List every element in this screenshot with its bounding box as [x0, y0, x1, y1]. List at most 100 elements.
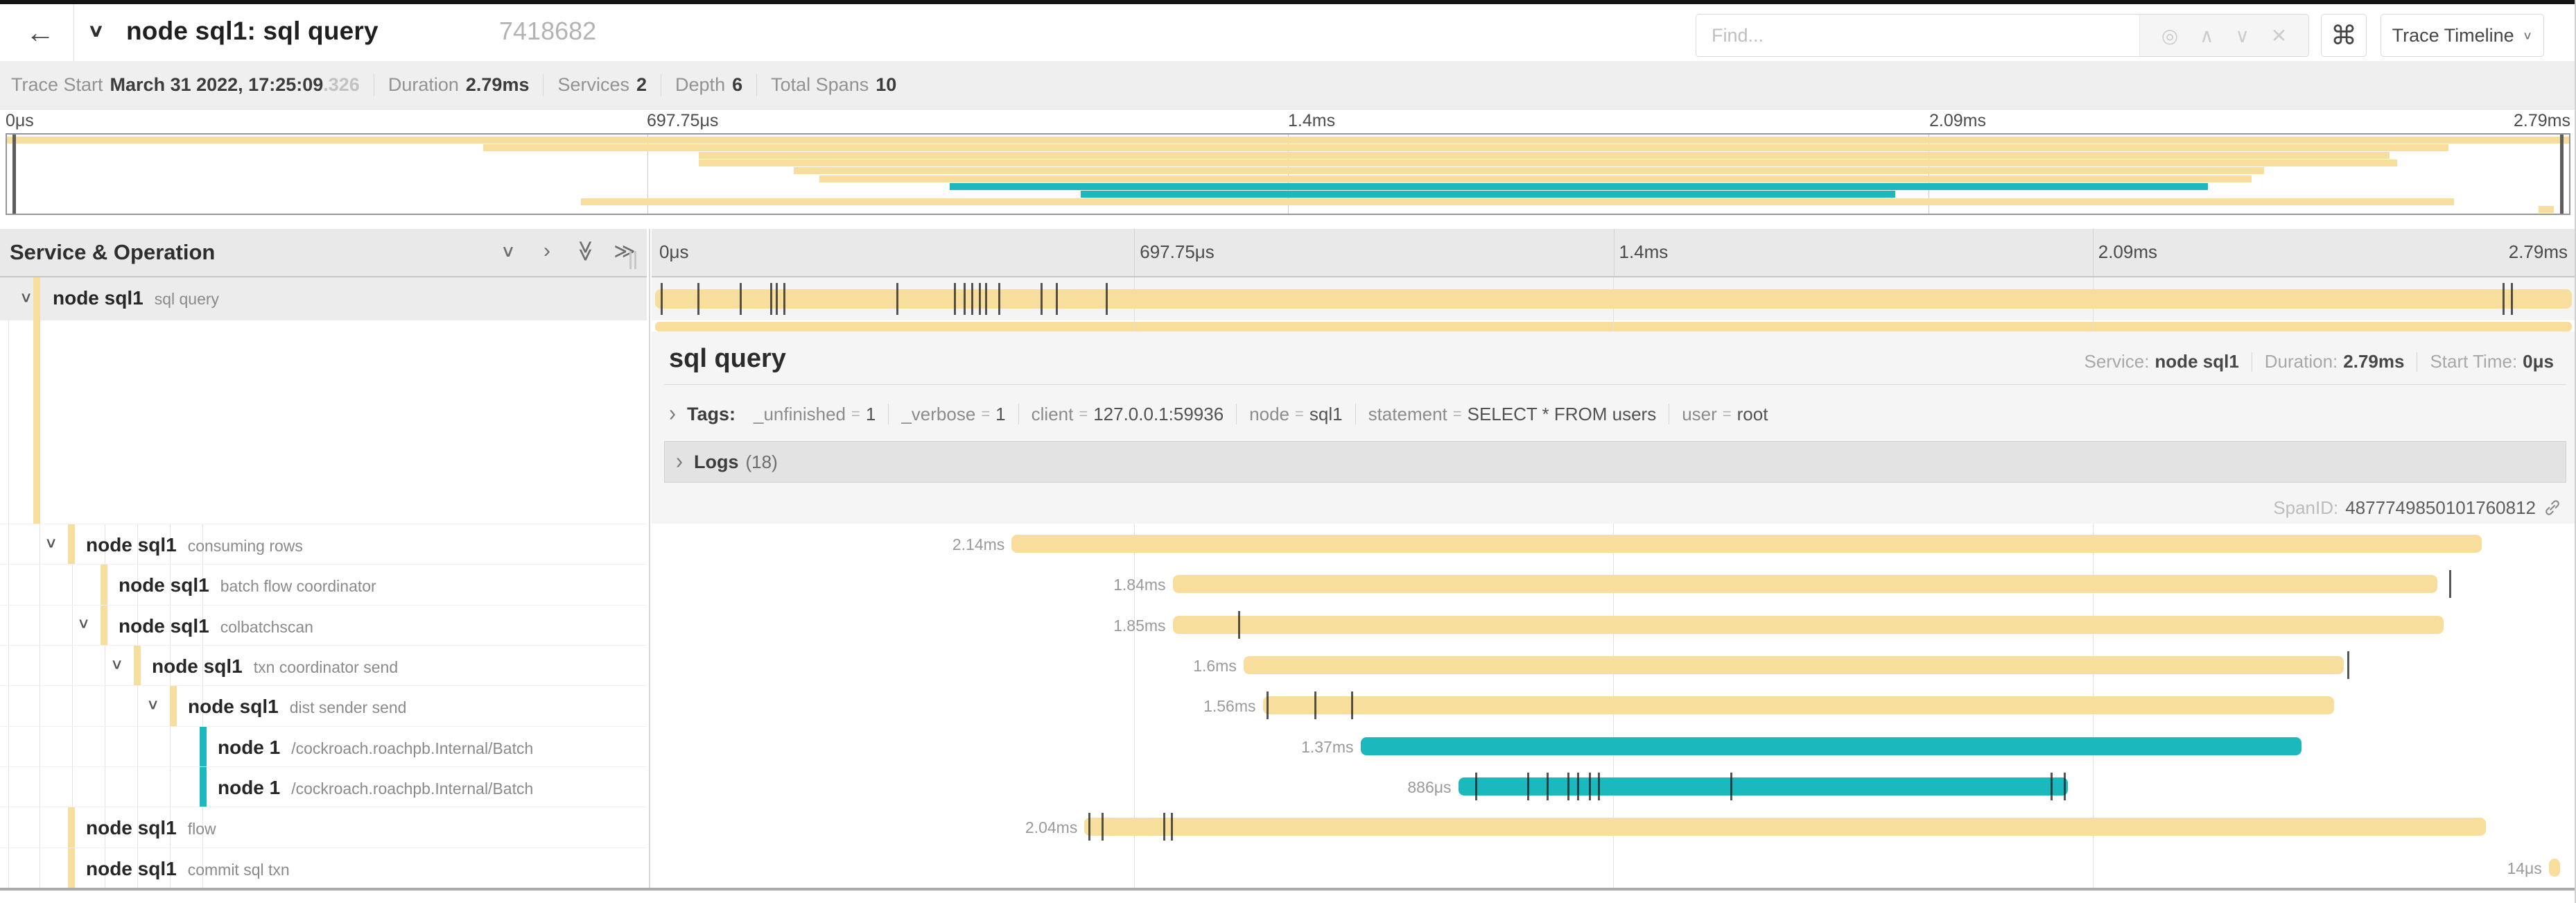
timeline-tick-0: 0μs: [659, 241, 689, 262]
panel-divider[interactable]: [649, 229, 650, 888]
span-bar-rows: 2.14ms 1.84ms 1.85ms 1.6ms 1.56ms 1.37ms 886μs…: [652, 524, 2575, 888]
tag-equals: =: [1079, 405, 1088, 422]
tags-row[interactable]: › Tags: _unfinished = 1 _verbose = 1 client = 12…: [669, 395, 1780, 433]
tree-row[interactable]: node sql1 batch flow coordinator: [0, 564, 647, 605]
total-spans-value: 10: [876, 74, 897, 95]
span-color-accent: [170, 686, 177, 726]
logs-row[interactable]: › Logs (18): [664, 441, 2566, 483]
tree-controls: ∨ › ≫ ≫: [496, 236, 636, 266]
span-row-track: 2.14ms: [655, 524, 2572, 564]
collapse-one-icon[interactable]: ∨: [501, 241, 516, 261]
chevron-down-icon[interactable]: ∨: [110, 655, 124, 672]
span-bar[interactable]: [655, 289, 2572, 309]
span-row[interactable]: 2.14ms: [652, 524, 2575, 564]
chevron-down-icon[interactable]: ∨: [77, 614, 91, 632]
trace-start-fraction: .326: [323, 74, 360, 95]
span-event-tick: [697, 283, 699, 315]
chevron-down-icon[interactable]: ∨: [19, 289, 33, 306]
span-row[interactable]: 1.6ms: [652, 645, 2575, 685]
tree-row[interactable]: node 1/cockroach.roachpb.Internal/Batch: [0, 725, 647, 766]
find-next-icon[interactable]: ∨: [2235, 24, 2249, 46]
services-label: Services: [557, 74, 629, 95]
tree-row[interactable]: ∨ node sql1 dist sender send: [0, 685, 647, 726]
back-button[interactable]: ←: [19, 14, 61, 51]
span-row[interactable]: 1.84ms: [652, 564, 2575, 604]
chevron-right-icon[interactable]: ›: [669, 401, 676, 427]
find-prev-icon[interactable]: ∧: [2200, 24, 2214, 46]
span-bar[interactable]: [1262, 696, 2335, 715]
keyboard-shortcuts-button[interactable]: ⌘: [2321, 14, 2367, 57]
minimap-canvas[interactable]: [6, 133, 2570, 215]
find-clear-icon[interactable]: ✕: [2270, 24, 2288, 46]
span-bar[interactable]: [1011, 535, 2482, 553]
span-duration-label: 886μs: [1407, 778, 1452, 796]
duration-value: 2.79ms: [465, 74, 530, 95]
tree-row[interactable]: ∨ node sql1 colbatchscan: [0, 604, 647, 645]
span-row[interactable]: 1.56ms: [652, 685, 2575, 725]
span-operation: colbatchscan: [220, 617, 313, 636]
expand-one-icon[interactable]: ›: [543, 239, 550, 262]
timeline-header-gridline: [1613, 229, 1615, 276]
tag-key: node: [1249, 403, 1290, 424]
span-row[interactable]: 1.37ms: [652, 726, 2575, 766]
span-event-tick: [776, 283, 778, 315]
tree-guide-line: [8, 320, 9, 524]
detail-title: sql query: [669, 344, 786, 373]
span-row[interactable]: 1.85ms: [652, 605, 2575, 645]
copy-link-icon[interactable]: [2543, 498, 2562, 517]
collapse-all-icon[interactable]: ≫: [574, 240, 598, 262]
expand-all-icon[interactable]: ≫: [613, 239, 636, 263]
span-event-tick: [1527, 773, 1530, 800]
tree-rows: ∨ node sql1 consuming rows node sql1 batch f…: [0, 524, 647, 888]
chevron-down-icon[interactable]: ∨: [44, 533, 58, 551]
tree-row[interactable]: node 1/cockroach.roachpb.Internal/Batch: [0, 766, 647, 807]
tree-row-selected[interactable]: ∨ node sql1 sql query: [0, 277, 647, 320]
tag-entry: client = 127.0.0.1:59936: [1018, 404, 1237, 424]
span-row[interactable]: 886μs: [652, 766, 2575, 807]
span-event-tick: [1567, 773, 1570, 800]
tag-equals: =: [1722, 405, 1732, 422]
trace-summary-bar: Trace Start March 31 2022, 17:25:09.326 …: [0, 61, 2575, 110]
span-event-tick: [896, 283, 899, 315]
span-bar[interactable]: [1458, 777, 2068, 796]
find-match-icon[interactable]: ◎: [2161, 24, 2179, 46]
span-event-tick: [1105, 283, 1108, 315]
tree-row[interactable]: node sql1 flow: [0, 807, 647, 848]
tag-value: SELECT * FROM users: [1467, 403, 1657, 424]
span-bar[interactable]: [1172, 575, 2438, 594]
span-event-tick: [998, 283, 1000, 315]
tree-guide-line: [202, 524, 203, 888]
span-row-selected[interactable]: [652, 277, 2575, 320]
tag-equals: =: [1295, 405, 1304, 422]
span-bar[interactable]: [2548, 858, 2561, 877]
minimap-left-drag-handle[interactable]: [12, 135, 16, 214]
span-bar[interactable]: [1084, 818, 2486, 836]
tag-entry: node = sql1: [1236, 404, 1355, 424]
start-time-label: Start Time:: [2430, 351, 2518, 372]
chevron-down-icon[interactable]: ∨: [146, 696, 160, 713]
tag-key: _unfinished: [754, 403, 846, 424]
column-resizer-handle[interactable]: [629, 251, 636, 269]
span-bar[interactable]: [1360, 737, 2302, 755]
span-row[interactable]: 14μs: [652, 848, 2575, 888]
span-bar[interactable]: [1243, 656, 2344, 674]
trace-collapse-chevron-icon[interactable]: ∨: [87, 20, 105, 41]
span-row[interactable]: 2.04ms: [652, 807, 2575, 847]
find-input[interactable]: [1696, 15, 2139, 56]
span-event-tick: [783, 283, 786, 315]
trace-view-dropdown[interactable]: Trace Timeline ∨: [2381, 14, 2544, 57]
services-value: 2: [636, 74, 647, 95]
span-row-track: 1.84ms: [655, 564, 2572, 604]
service-operation-header: Service & Operation ∨ › ≫ ≫: [0, 229, 647, 277]
span-bar[interactable]: [1172, 615, 2444, 634]
minimap-span-bar: [793, 167, 2265, 175]
span-row-track: 1.56ms: [655, 685, 2572, 725]
tree-row[interactable]: ∨ node sql1 consuming rows: [0, 524, 647, 565]
tree-row[interactable]: ∨ node sql1 txn coordinator send: [0, 645, 647, 686]
command-icon: ⌘: [2331, 20, 2357, 51]
tree-row[interactable]: node sql1 commit sql txn: [0, 847, 647, 888]
tag-entry: user = root: [1669, 404, 1780, 424]
span-event-tick: [1163, 813, 1165, 841]
minimap-right-drag-handle[interactable]: [2560, 135, 2564, 214]
span-event-tick: [1576, 773, 1579, 800]
